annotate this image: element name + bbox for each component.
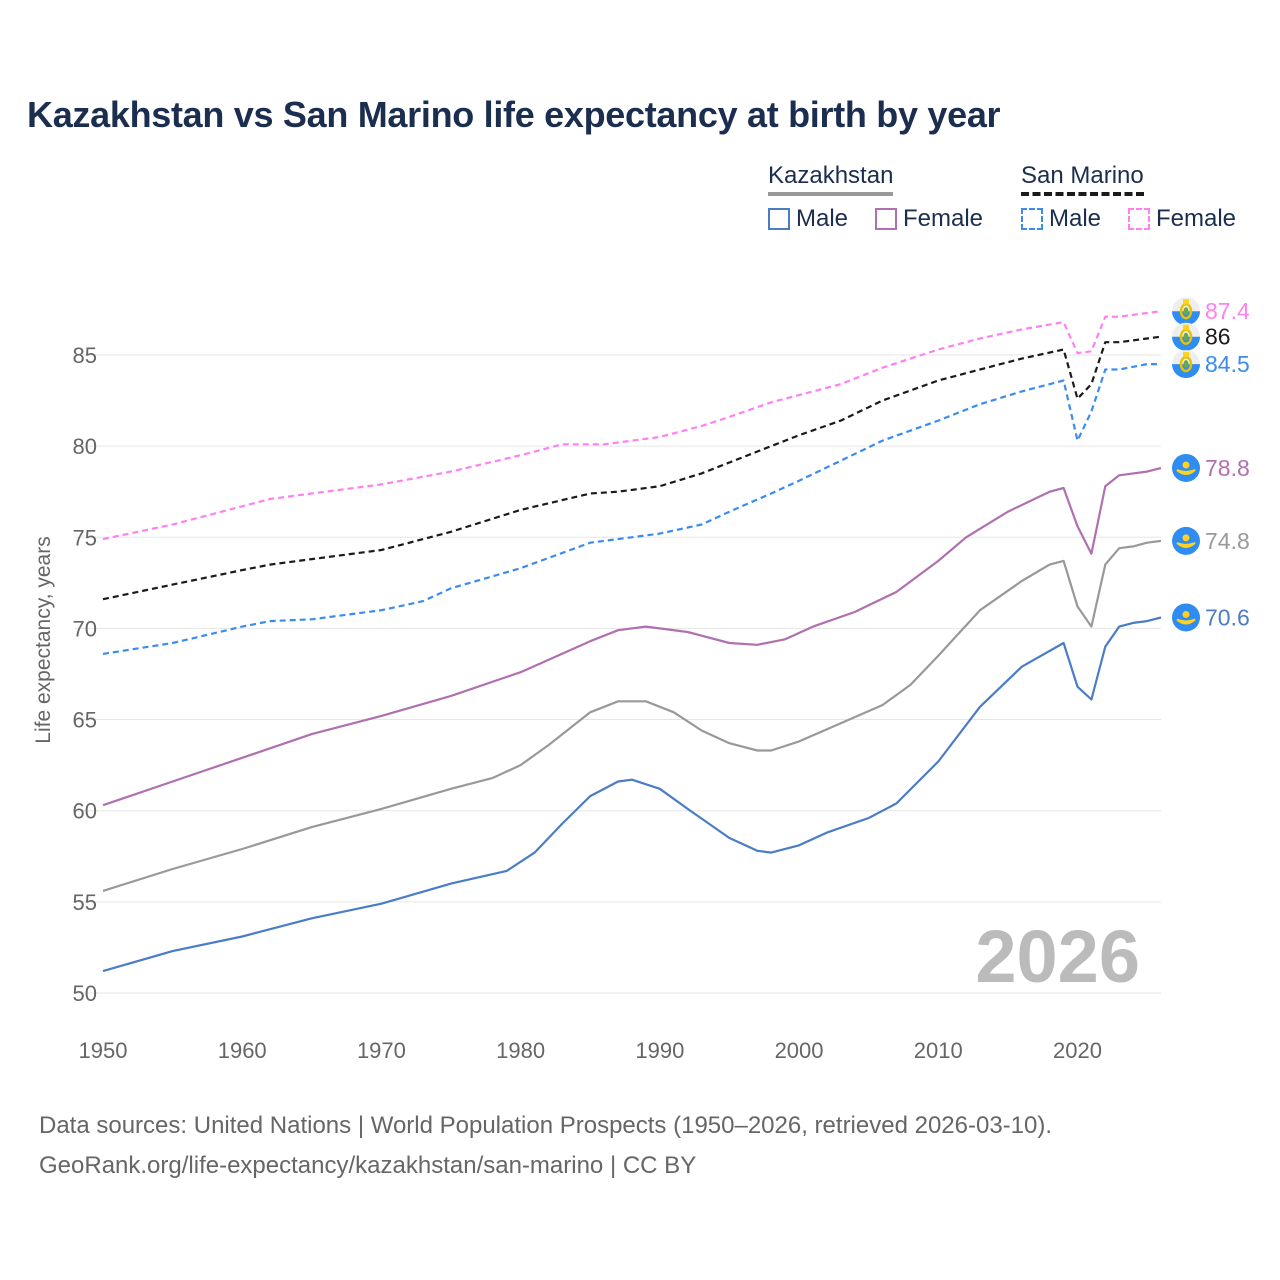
x-tick-label: 1990 — [635, 1038, 684, 1063]
flag-kazakhstan-icon — [1172, 526, 1200, 555]
x-tick-label: 2010 — [914, 1038, 963, 1063]
end-value-label: 70.6 — [1205, 604, 1250, 630]
chart-title: Kazakhstan vs San Marino life expectancy… — [27, 94, 1001, 135]
y-tick-label: 65 — [73, 708, 97, 733]
series-line-kazakhstan-female — [102, 466, 1162, 807]
legend-item-kazakhstan-female[interactable]: Female — [875, 205, 983, 233]
legend-swatch — [1128, 208, 1150, 230]
end-value-label: 86 — [1205, 324, 1231, 350]
legend-group-title: San Marino — [1021, 162, 1144, 196]
end-value-label: 74.8 — [1205, 528, 1250, 554]
legend-item-san-marino-female[interactable]: Female — [1128, 205, 1236, 233]
series-line-kazakhstan-total — [102, 539, 1162, 892]
legend-swatch — [768, 208, 790, 230]
y-tick-label: 75 — [73, 525, 97, 550]
flag-kazakhstan-icon — [1172, 453, 1200, 482]
legend-group-kazakhstan: Kazakhstan — [768, 162, 894, 196]
x-tick-label: 1970 — [357, 1038, 406, 1063]
legend-group-title: Kazakhstan — [768, 162, 894, 196]
x-tick-label: 1950 — [79, 1038, 128, 1063]
legend-item-san-marino-male[interactable]: Male — [1021, 205, 1101, 233]
y-tick-label: 60 — [73, 799, 97, 824]
y-tick-label: 85 — [73, 343, 97, 368]
series-line-san-marino-male — [102, 363, 1161, 655]
y-tick-label: 70 — [73, 616, 97, 641]
series-line-san-marino-total — [102, 335, 1162, 601]
y-tick-label: 80 — [73, 434, 97, 459]
legend-item-kazakhstan-male[interactable]: Male — [768, 205, 848, 233]
y-tick-label: 55 — [73, 890, 97, 915]
footer: Data sources: United Nations | World Pop… — [39, 1106, 1052, 1186]
flag-san-marino-icon — [1172, 350, 1200, 379]
end-value-label: 84.5 — [1205, 351, 1250, 377]
legend-group-san-marino: San Marino — [1021, 162, 1144, 196]
end-value-label: 78.8 — [1205, 455, 1250, 481]
y-axis-label: Life expectancy, years — [32, 536, 55, 743]
flag-kazakhstan-icon — [1172, 603, 1200, 632]
legend-swatch — [1021, 208, 1043, 230]
legend-label: Male — [796, 205, 849, 232]
x-tick-label: 1960 — [218, 1038, 267, 1063]
legend-swatch — [875, 208, 897, 230]
legend-label: Male — [1049, 205, 1102, 232]
series-line-kazakhstan-male — [102, 616, 1162, 973]
data-source-text: Data sources: United Nations | World Pop… — [39, 1112, 1053, 1139]
legend-label: Female — [1156, 205, 1237, 232]
x-tick-label: 2020 — [1053, 1038, 1102, 1063]
flag-san-marino-icon — [1172, 297, 1200, 326]
flag-san-marino-icon — [1172, 322, 1200, 351]
y-tick-label: 50 — [73, 981, 97, 1006]
x-tick-label: 1980 — [496, 1038, 545, 1063]
source-link[interactable]: GeoRank.org/life-expectancy/kazakhstan/s… — [39, 1152, 697, 1179]
end-value-label: 87.4 — [1205, 298, 1250, 324]
legend-label: Female — [903, 205, 984, 232]
series-line-san-marino-female — [102, 310, 1162, 541]
year-watermark: 2026 — [975, 915, 1140, 998]
x-tick-label: 2000 — [775, 1038, 824, 1063]
